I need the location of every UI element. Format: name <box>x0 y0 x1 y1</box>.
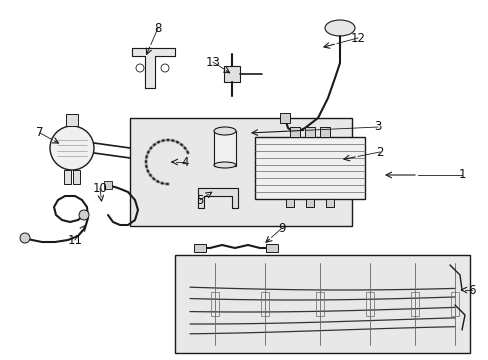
Bar <box>450 292 458 316</box>
Bar <box>265 244 278 252</box>
Text: 5: 5 <box>196 194 203 207</box>
Text: 8: 8 <box>154 22 162 35</box>
Ellipse shape <box>214 162 236 168</box>
Bar <box>325 199 333 207</box>
Bar <box>289 127 299 137</box>
Ellipse shape <box>214 127 236 135</box>
Text: 4: 4 <box>181 156 188 168</box>
Text: 3: 3 <box>373 121 381 134</box>
Bar <box>285 199 293 207</box>
Ellipse shape <box>325 20 354 36</box>
Text: 9: 9 <box>278 221 285 234</box>
Text: 10: 10 <box>92 181 107 194</box>
Circle shape <box>20 233 30 243</box>
Text: 2: 2 <box>375 145 383 158</box>
Circle shape <box>161 64 169 72</box>
Bar <box>305 127 314 137</box>
Text: 7: 7 <box>36 126 43 139</box>
Text: 6: 6 <box>468 284 475 297</box>
Bar <box>254 137 364 199</box>
Text: 1: 1 <box>457 168 465 181</box>
Circle shape <box>50 126 94 170</box>
Circle shape <box>79 210 89 220</box>
Bar <box>104 181 112 189</box>
Bar <box>175 255 469 353</box>
Bar <box>64 170 71 184</box>
Bar <box>365 292 373 316</box>
Bar <box>305 199 313 207</box>
Bar <box>194 244 205 252</box>
Text: 12: 12 <box>350 31 365 45</box>
Circle shape <box>136 64 143 72</box>
Bar <box>73 170 80 184</box>
Polygon shape <box>198 188 238 208</box>
Bar <box>319 127 329 137</box>
Bar <box>214 131 236 166</box>
Bar <box>410 292 418 316</box>
Bar <box>280 113 289 123</box>
Bar <box>224 66 240 82</box>
Text: 13: 13 <box>205 55 220 68</box>
Bar <box>130 118 351 226</box>
Bar <box>261 292 268 316</box>
Bar <box>315 292 324 316</box>
Bar <box>210 292 219 316</box>
Text: 11: 11 <box>67 234 82 247</box>
Polygon shape <box>132 48 175 88</box>
Bar <box>66 114 78 126</box>
